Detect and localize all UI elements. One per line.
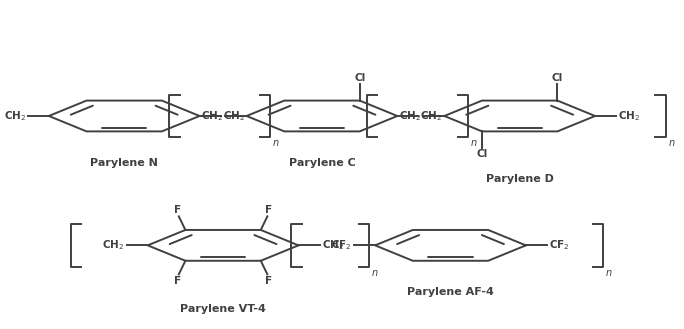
Text: Parylene AF-4: Parylene AF-4 (407, 288, 494, 297)
Text: CH$_2$: CH$_2$ (321, 239, 344, 252)
Text: n: n (371, 268, 378, 278)
Text: CH$_2$: CH$_2$ (103, 239, 124, 252)
Text: Parylene D: Parylene D (486, 174, 553, 184)
Text: CH$_2$: CH$_2$ (201, 109, 224, 123)
Text: CH$_2$: CH$_2$ (421, 109, 443, 123)
Text: Cl: Cl (354, 73, 365, 83)
Text: F: F (265, 276, 272, 286)
Text: n: n (273, 138, 279, 148)
Text: n: n (471, 138, 477, 148)
Text: CH$_2$: CH$_2$ (618, 109, 640, 123)
Text: Cl: Cl (476, 149, 488, 159)
Text: Parylene C: Parylene C (289, 158, 355, 168)
Text: F: F (174, 276, 181, 286)
Text: F: F (265, 205, 272, 215)
Text: F: F (174, 205, 181, 215)
Text: CH$_2$: CH$_2$ (399, 109, 421, 123)
Text: CF$_2$: CF$_2$ (549, 239, 570, 252)
Text: Parylene N: Parylene N (90, 158, 158, 168)
Text: n: n (668, 138, 674, 148)
Text: n: n (605, 268, 611, 278)
Text: Parylene VT-4: Parylene VT-4 (180, 304, 266, 314)
Text: CH$_2$: CH$_2$ (223, 109, 245, 123)
Text: CF$_2$: CF$_2$ (332, 239, 352, 252)
Text: CH$_2$: CH$_2$ (3, 109, 26, 123)
Text: Cl: Cl (552, 73, 563, 83)
